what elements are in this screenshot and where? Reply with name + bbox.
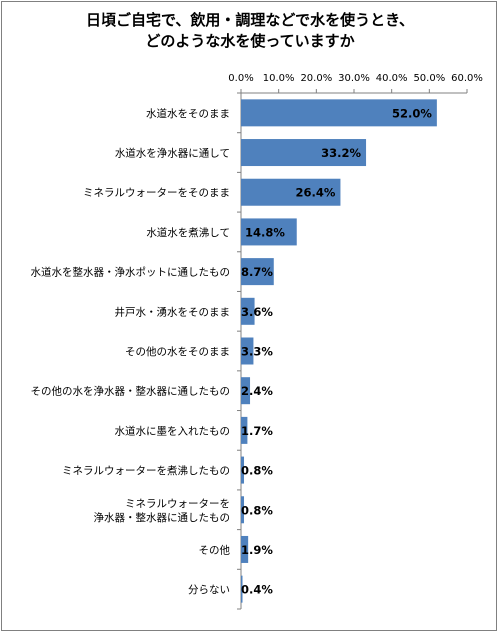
chart-title: 日頃ご自宅で、飲用・調理などで水を使うとき、どのような水を使っていますか (86, 11, 414, 50)
y-axis: 水道水をそのまま水道水を浄水器に通してミネラルウォーターをそのまま水道水を煮沸し… (31, 92, 242, 610)
data-label: 52.0% (392, 106, 432, 120)
bar (241, 575, 243, 603)
bar (241, 99, 437, 127)
data-label: 0.8% (241, 464, 273, 478)
bar (241, 456, 245, 484)
chart-title-line: どのような水を使っていますか (145, 32, 354, 50)
x-tick-label: 50.0% (413, 73, 445, 84)
bar (241, 496, 245, 524)
bar (241, 535, 249, 563)
category-label: 水道水を整水器・浄水ポットに通したもの (31, 266, 231, 279)
category-label: ミネラルウォーターを煮沸したもの (62, 464, 230, 477)
data-label: 1.7% (241, 424, 273, 438)
bar (241, 416, 248, 444)
category-label: ミネラルウォーターを (125, 498, 230, 510)
data-label: 33.2% (321, 146, 361, 160)
category-label: 水道水を煮沸して (146, 226, 230, 239)
data-label: 0.4% (241, 583, 273, 597)
category-label: 浄水器・整水器に通したもの (94, 511, 231, 524)
x-tick-label: 30.0% (338, 73, 370, 84)
data-label: 3.3% (241, 345, 273, 359)
data-labels: 52.0% 33.2% 26.4% 14.8% 8.7% 3.6% 3.3% 2.4% 1.7%… (241, 106, 432, 596)
category-label: 分らない (188, 584, 230, 596)
x-tick-label: 60.0% (451, 73, 483, 84)
data-label: 8.7% (241, 265, 273, 279)
bar (241, 139, 367, 167)
x-tick-label: 10.0% (263, 73, 295, 84)
bar (241, 258, 274, 286)
category-label: 水道水を浄水器に通して (115, 147, 230, 160)
data-label: 2.4% (241, 384, 273, 398)
bar (241, 337, 254, 365)
chart-title-line: 日頃ご自宅で、飲用・調理などで水を使うとき、 (86, 11, 414, 29)
x-tick-label: 40.0% (376, 73, 408, 84)
x-tick-label: 0.0% (228, 73, 253, 84)
data-label: 14.8% (245, 225, 285, 239)
bar (241, 377, 251, 405)
data-label: 0.8% (241, 503, 273, 517)
category-label: ミネラルウォーターをそのまま (83, 187, 230, 199)
category-label: その他の水をそのまま (125, 345, 230, 358)
bar (241, 178, 341, 206)
bar (241, 218, 297, 246)
data-label: 3.6% (241, 305, 273, 319)
category-label: 水道水に墨を入れたもの (115, 424, 231, 437)
category-label: その他 (199, 543, 231, 556)
data-label: 26.4% (296, 186, 336, 200)
category-label: 井戸水・湧水をそのまま (115, 305, 231, 318)
data-label: 1.9% (241, 543, 273, 557)
x-tick-label: 20.0% (300, 73, 332, 84)
bar (241, 297, 255, 325)
x-axis: 0.0% 10.0% 20.0% 30.0% 40.0% 50.0% 60.0% (228, 73, 483, 94)
bar-series (241, 99, 437, 603)
category-label: その他の水を浄水器・整水器に通したもの (31, 385, 231, 398)
category-label: 水道水をそのまま (146, 107, 230, 120)
